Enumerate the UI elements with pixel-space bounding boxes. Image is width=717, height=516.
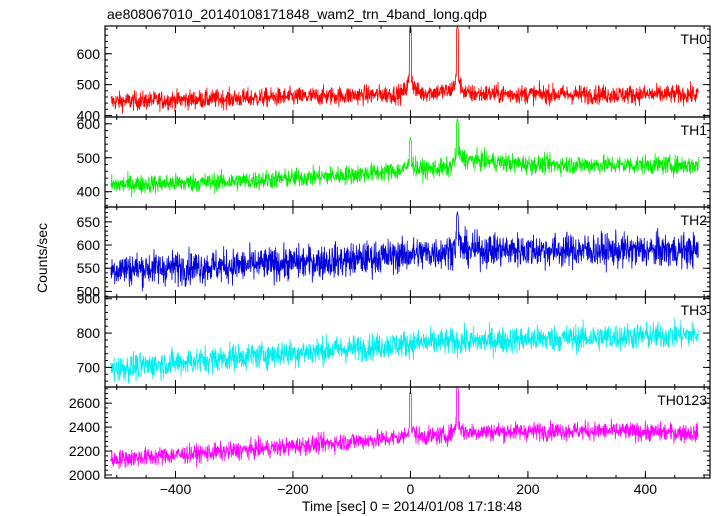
y-tick-label: 900 bbox=[77, 291, 101, 307]
panel-frame bbox=[104, 386, 711, 479]
y-tick-label: 2400 bbox=[69, 419, 100, 435]
chart-title: ae808067010_20140108171848_wam2_trn_4ban… bbox=[107, 6, 487, 22]
y-tick-label: 2000 bbox=[69, 467, 100, 483]
panel-th3: 700 800 900 TH3 bbox=[77, 291, 711, 388]
y-tick-label: 2200 bbox=[69, 443, 100, 459]
panel-label: TH1 bbox=[681, 122, 708, 138]
x-axis: −400 −200 0 200 400 bbox=[160, 481, 658, 497]
y-tick-label: 600 bbox=[77, 237, 101, 253]
series-line-th0 bbox=[110, 26, 699, 114]
y-tick-label: 650 bbox=[77, 214, 101, 230]
x-tick-label: 400 bbox=[634, 481, 658, 497]
y-tick-label: 550 bbox=[77, 260, 101, 276]
series-line-th0123 bbox=[110, 387, 699, 469]
panel-label: TH3 bbox=[681, 302, 708, 318]
panel-label: TH0 bbox=[681, 31, 708, 47]
panel-label: TH0123 bbox=[657, 392, 707, 408]
y-tick-label: 500 bbox=[77, 150, 101, 166]
x-tick-label: 200 bbox=[516, 481, 540, 497]
y-axis-label: Counts/sec bbox=[34, 223, 50, 293]
y-tick-label: 800 bbox=[77, 325, 101, 341]
panel-th0: 400 500 600 TH0 bbox=[77, 25, 711, 123]
y-tick-label: 2600 bbox=[69, 395, 100, 411]
y-tick-label: 400 bbox=[77, 184, 101, 200]
panel-label: TH2 bbox=[681, 212, 708, 228]
panel-th2: 500 550 600 650 TH2 bbox=[77, 206, 711, 299]
x-axis-label: Time [sec] 0 = 2014/01/08 17:18:48 bbox=[302, 498, 522, 514]
y-tick-label: 400 bbox=[77, 107, 101, 123]
y-tick-label: 600 bbox=[77, 116, 101, 132]
series-line-th1 bbox=[110, 118, 699, 198]
x-tick-label: −200 bbox=[277, 481, 309, 497]
series-line-th2 bbox=[110, 211, 699, 292]
y-tick-label: 700 bbox=[77, 359, 101, 375]
y-tick-label: 500 bbox=[77, 77, 101, 93]
series-line-th3 bbox=[110, 317, 699, 384]
x-tick-label: 0 bbox=[407, 481, 415, 497]
panels-group: 400 500 600 TH0 400 500 600 TH1 500 550 600 650 TH2 7… bbox=[69, 25, 711, 483]
x-tick-label: −400 bbox=[160, 481, 192, 497]
panel-th1: 400 500 600 TH1 bbox=[77, 116, 711, 208]
panel-th0123: 2000 2200 2400 2600 TH0123 bbox=[69, 386, 711, 483]
y-tick-label: 600 bbox=[77, 46, 101, 62]
y-tick-label: 500 bbox=[77, 283, 101, 299]
